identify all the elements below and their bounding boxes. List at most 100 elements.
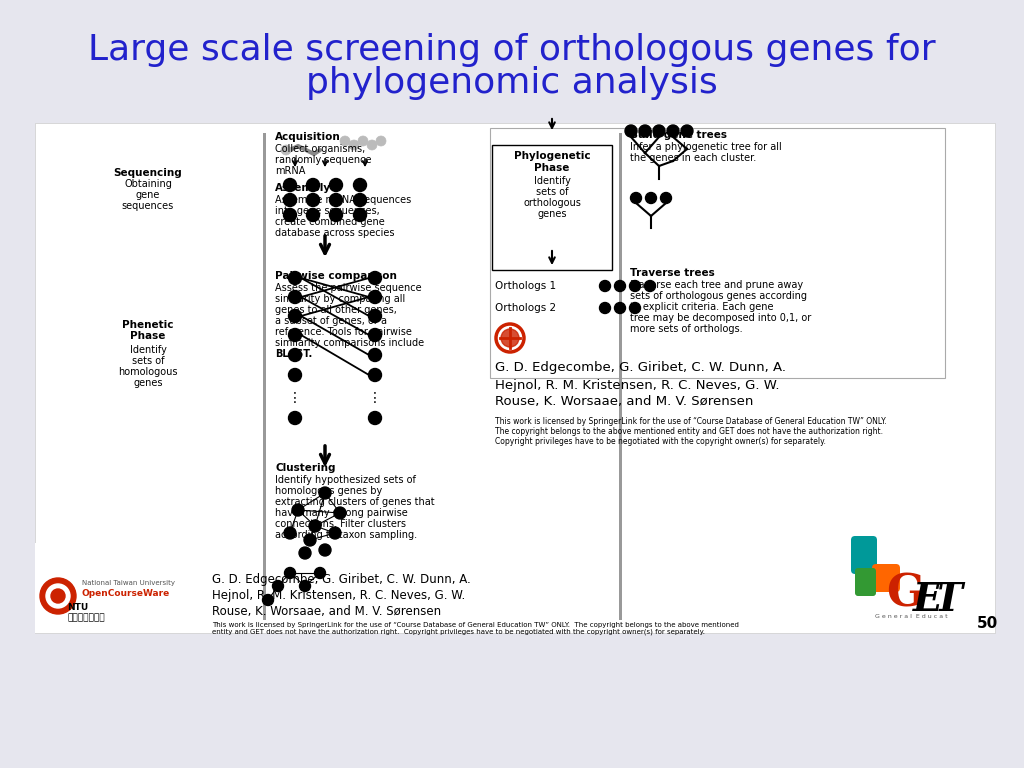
Text: entity and GET does not have the authorization right.  Copyright privileges have: entity and GET does not have the authori… [212,629,705,635]
Circle shape [51,589,65,603]
Text: 50: 50 [976,617,997,631]
Circle shape [304,534,316,546]
Circle shape [306,194,319,207]
Circle shape [272,581,284,591]
Circle shape [644,280,655,292]
Circle shape [289,412,301,425]
Circle shape [289,290,301,303]
Circle shape [309,520,321,532]
Text: Orthologs 1: Orthologs 1 [495,281,556,291]
Text: G. D. Edgecombe, G. Giribet, C. W. Dunn, A.: G. D. Edgecombe, G. Giribet, C. W. Dunn,… [212,574,471,587]
Circle shape [289,349,301,362]
Text: Obtaining: Obtaining [124,179,172,189]
Text: tree may be decomposed into 0,1, or: tree may be decomposed into 0,1, or [630,313,811,323]
Text: This work is licensed by SpringerLink for the use of “Course Database of General: This work is licensed by SpringerLink fo… [212,622,739,628]
Text: Pairwise comparison: Pairwise comparison [275,271,397,281]
Circle shape [330,178,342,191]
Circle shape [367,140,377,150]
Circle shape [349,140,359,150]
Circle shape [314,568,326,578]
Text: Rouse, K. Worsaae, and M. V. Sørensen: Rouse, K. Worsaae, and M. V. Sørensen [212,605,441,618]
Text: Copyright privileges have to be negotiated with the copyright owner(s) for separ: Copyright privileges have to be negotiat… [495,436,826,445]
Text: database across species: database across species [275,228,394,238]
Bar [263,133,266,620]
Text: randomly sequence: randomly sequence [275,155,372,165]
Text: the genes in each cluster.: the genes in each cluster. [630,153,757,163]
Circle shape [639,125,651,137]
Text: reference. Tools for pairwise: reference. Tools for pairwise [275,327,412,337]
Circle shape [369,412,382,425]
Circle shape [334,507,346,519]
Circle shape [369,290,382,303]
Text: T: T [934,581,963,619]
Circle shape [281,145,291,155]
Circle shape [631,193,641,204]
Circle shape [369,310,382,323]
Circle shape [353,208,367,221]
Circle shape [262,594,273,605]
Bar [35,543,995,633]
Text: Build gene trees: Build gene trees [630,130,727,140]
Circle shape [614,280,626,292]
Circle shape [306,208,319,221]
Text: Assess the pairwise sequence: Assess the pairwise sequence [275,283,422,293]
Text: Sequencing: Sequencing [114,168,182,178]
Text: Acquisition: Acquisition [275,132,341,142]
Text: extracting clusters of genes that: extracting clusters of genes that [275,497,434,507]
Circle shape [329,527,341,539]
Circle shape [292,504,304,516]
FancyBboxPatch shape [851,536,877,574]
Circle shape [369,272,382,284]
Circle shape [284,208,297,221]
Text: phylogenomic analysis: phylogenomic analysis [306,66,718,100]
Circle shape [630,303,640,313]
Circle shape [599,303,610,313]
Circle shape [358,136,368,146]
Text: ⋮: ⋮ [288,391,302,405]
Circle shape [330,194,342,207]
Text: Assembly: Assembly [275,183,331,193]
Circle shape [299,547,311,559]
Circle shape [340,136,350,146]
Text: Infer a phylogenetic tree for all: Infer a phylogenetic tree for all [630,142,781,152]
Circle shape [614,303,626,313]
Bar [490,128,945,378]
Circle shape [667,125,679,137]
FancyBboxPatch shape [492,145,612,270]
Text: Identify: Identify [534,176,570,186]
Circle shape [353,178,367,191]
Text: to explicit criteria. Each gene: to explicit criteria. Each gene [630,302,773,312]
Text: Hejnol, R. M. Kristensen, R. C. Neves, G. W.: Hejnol, R. M. Kristensen, R. C. Neves, G… [212,590,465,603]
Text: Traverse each tree and prune away: Traverse each tree and prune away [630,280,803,290]
Text: sequences: sequences [122,201,174,211]
Text: ⋮: ⋮ [368,391,382,405]
Text: Phylogenetic: Phylogenetic [514,151,590,161]
Text: Identify hypothesized sets of: Identify hypothesized sets of [275,475,416,485]
Circle shape [625,125,637,137]
Text: mRNA: mRNA [275,166,305,176]
Circle shape [501,329,519,347]
Circle shape [369,369,382,382]
Text: G e n e r a l  E d u c a t: G e n e r a l E d u c a t [874,614,947,618]
Text: Orthologs 2: Orthologs 2 [495,303,556,313]
Circle shape [284,194,297,207]
Text: National Taiwan University: National Taiwan University [82,580,175,586]
Text: G. D. Edgecombe, G. Giribet, C. W. Dunn, A.: G. D. Edgecombe, G. Giribet, C. W. Dunn,… [495,362,786,375]
Circle shape [630,280,640,292]
Text: similarity comparisons include: similarity comparisons include [275,338,424,348]
Text: Clustering: Clustering [275,463,336,473]
Text: Traverse trees: Traverse trees [630,268,715,278]
Text: homologous genes by: homologous genes by [275,486,382,496]
Text: genes: genes [133,378,163,388]
FancyBboxPatch shape [855,568,876,596]
Circle shape [681,125,693,137]
Text: connections. Filter clusters: connections. Filter clusters [275,519,406,529]
Text: Large scale screening of orthologous genes for: Large scale screening of orthologous gen… [88,33,936,67]
Text: NTU: NTU [67,603,88,611]
Text: genes: genes [538,209,566,219]
Text: Phase: Phase [130,331,166,341]
Text: sets of: sets of [132,356,164,366]
Circle shape [284,178,297,191]
Text: BLAST.: BLAST. [275,349,312,359]
Text: The copyright belongs to the above mentioned entity and GET does not have the au: The copyright belongs to the above menti… [495,426,883,435]
